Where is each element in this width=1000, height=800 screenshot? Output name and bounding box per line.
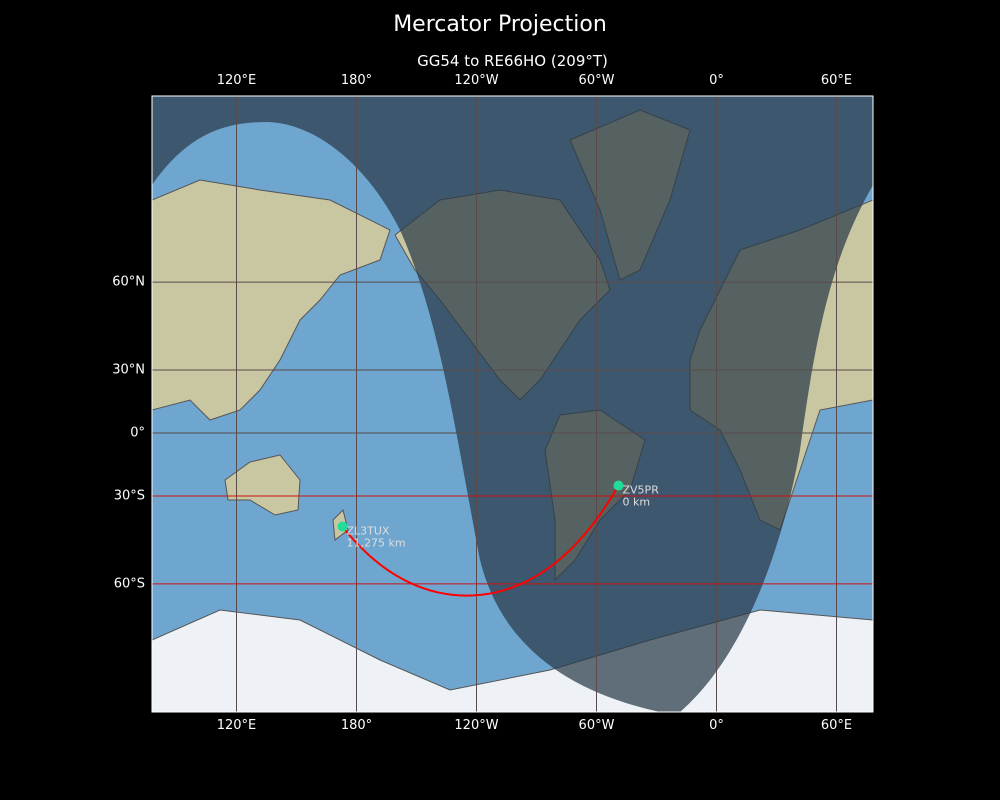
lon-tick-label: 60°W — [578, 73, 615, 88]
lon-tick-label: 60°E — [820, 718, 853, 733]
lon-tick-label: 120°W — [454, 718, 499, 733]
station-distance: 11,275 km — [347, 537, 406, 550]
lon-tick-label: 120°W — [454, 73, 499, 88]
lat-tick-label: 0° — [130, 425, 145, 441]
lon-tick-label: 60°E — [820, 73, 853, 88]
map-frame — [151, 95, 874, 713]
station-call: ZV5PR — [623, 484, 660, 497]
lat-tick-label: 30°N — [112, 362, 145, 378]
great-circle-path — [341, 485, 620, 597]
map-subtitle: GG54 to RE66HO (209°T) — [417, 52, 608, 70]
station-marker[interactable] — [613, 480, 624, 491]
lon-tick-label: 60°W — [578, 718, 615, 733]
graticule — [152, 96, 873, 712]
night-shading — [152, 96, 873, 712]
lon-tick-label: 0° — [709, 718, 724, 733]
map-title: Mercator Projection — [393, 12, 607, 37]
lon-tick-label: 180° — [340, 718, 373, 733]
lon-tick-label: 180° — [340, 73, 373, 88]
station-call: ZL3TUX — [347, 525, 390, 538]
station-marker[interactable] — [337, 521, 348, 532]
lat-tick-label: 60°N — [112, 274, 145, 290]
lat-tick-label: 30°S — [113, 488, 145, 504]
station-distance: 0 km — [623, 496, 651, 509]
lon-tick-label: 120°E — [216, 718, 257, 733]
lat-tick-label: 60°S — [113, 576, 145, 592]
lon-tick-label: 0° — [709, 73, 724, 88]
lon-tick-label: 120°E — [216, 73, 257, 88]
